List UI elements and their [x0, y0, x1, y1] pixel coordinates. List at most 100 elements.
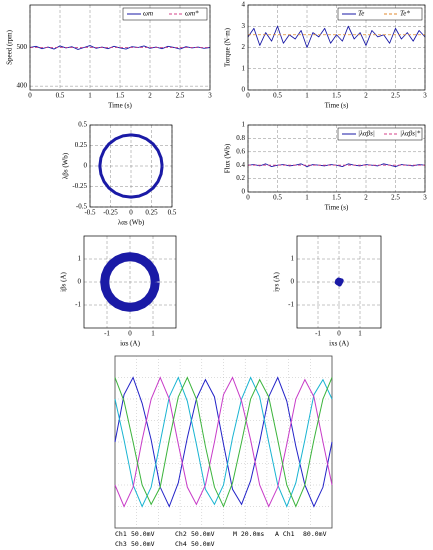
x-axis-label: iαs (A): [120, 340, 140, 348]
x-tick-label: 1: [88, 92, 92, 100]
x-tick-label: 2: [364, 194, 368, 202]
legend-box: [122, 7, 208, 21]
y-axis-label: Flux (Wb): [224, 143, 232, 173]
x-axis-label: Time (s): [325, 102, 349, 110]
y-tick-label: 0: [242, 86, 246, 94]
data-line: [98, 133, 164, 199]
y-tick-label: 4: [242, 1, 246, 9]
x-tick-label: 1: [305, 194, 309, 202]
legend-label: |λαβs|: [358, 130, 375, 138]
x-tick-label: 3: [423, 92, 427, 100]
channel-scale: 50.0mV: [131, 540, 155, 548]
x-tick-label: 0: [246, 92, 250, 100]
channel-scale: 50.0mV: [191, 540, 215, 548]
x-tick-label: 0.5: [273, 194, 282, 202]
legend-label: |λαβs|*: [400, 130, 421, 138]
channel-name: Ch3: [115, 540, 127, 548]
y-tick-label: 0: [242, 188, 246, 196]
plot-frame: [89, 124, 173, 208]
x-tick-label: 2.5: [391, 92, 400, 100]
y-tick-label: 1: [78, 255, 82, 263]
x-tick-label: 0.25: [145, 209, 158, 217]
x-tick-label: 2.5: [176, 92, 185, 100]
x-tick-label: -1: [315, 330, 321, 338]
x-tick-label: 0: [128, 330, 132, 338]
y-tick-label: -1: [75, 301, 81, 309]
y-tick-label: 1: [291, 255, 295, 263]
x-tick-label: 3: [423, 194, 427, 202]
y-axis-label: Torque (N·m): [224, 27, 232, 67]
scope-trace: [114, 376, 333, 508]
timebase: M 20.0ms: [233, 530, 264, 538]
data-line: [100, 252, 160, 312]
plot-frame: [29, 4, 211, 91]
y-tick-label: 0.25: [75, 141, 88, 149]
x-tick-label: 1.5: [332, 194, 341, 202]
plot-frame: [247, 124, 426, 193]
y-tick-label: 0.6: [236, 147, 245, 155]
x-tick-label: -1: [104, 330, 110, 338]
y-tick-label: 0: [291, 278, 295, 286]
scope-trace: [114, 376, 333, 508]
x-tick-label: 0: [129, 209, 133, 217]
x-axis-label: Time (s): [325, 204, 349, 212]
x-tick-label: 0.5: [168, 209, 177, 217]
trigger-level: 80.0mV: [303, 530, 327, 538]
x-axis-label: λαs (Wb): [118, 219, 145, 227]
x-tick-label: 0: [337, 330, 341, 338]
y-tick-label: 1: [242, 64, 246, 72]
x-axis-label: ixs (A): [329, 340, 349, 348]
x-tick-label: 0.5: [273, 92, 282, 100]
legend-box: [337, 127, 423, 141]
channel-name: Ch2: [175, 530, 187, 538]
data-point: [339, 278, 344, 283]
y-tick-label: -0.5: [76, 203, 88, 211]
legend-label: Te: [358, 10, 364, 18]
legend-label: Te*: [400, 10, 410, 18]
y-tick-label: 2: [242, 43, 246, 51]
channel-name: Ch1: [115, 530, 127, 538]
y-tick-label: 0: [84, 162, 88, 170]
y-tick-label: 1: [242, 121, 246, 129]
x-tick-label: 1.5: [332, 92, 341, 100]
data-line: [247, 163, 426, 167]
y-tick-label: -0.25: [72, 182, 87, 190]
x-tick-label: 1: [151, 330, 155, 338]
y-axis-label: iβs (A): [60, 271, 68, 291]
x-tick-label: 2.5: [391, 194, 400, 202]
y-tick-label: 0: [78, 278, 82, 286]
y-axis-label: iys (A): [273, 272, 281, 292]
x-tick-label: -0.5: [84, 209, 96, 217]
y-tick-label: 3: [242, 22, 246, 30]
x-tick-label: -0.25: [103, 209, 118, 217]
y-tick-label: 500: [17, 43, 28, 51]
y-tick-label: 0.8: [236, 134, 245, 142]
trigger-source: A Ch1: [275, 530, 295, 538]
y-tick-label: -1: [288, 301, 294, 309]
plot-frame: [247, 4, 426, 91]
channel-name: Ch4: [175, 540, 187, 548]
channel-scale: 50.0mV: [191, 530, 215, 538]
x-tick-label: 0.5: [56, 92, 65, 100]
legend-box: [337, 7, 423, 21]
x-tick-label: 1: [358, 330, 362, 338]
x-tick-label: 1.5: [116, 92, 125, 100]
y-tick-label: 400: [17, 82, 28, 90]
y-axis-label: λβs (Wb): [62, 152, 70, 179]
x-tick-label: 2: [364, 92, 368, 100]
plot-frame: [296, 235, 382, 329]
x-tick-label: 1: [305, 92, 309, 100]
channel-scale: 50.0mV: [131, 530, 155, 538]
legend-label: ωm: [143, 10, 153, 18]
scope-trace: [114, 376, 333, 508]
data-point: [334, 280, 340, 285]
x-tick-label: 3: [208, 92, 212, 100]
x-axis-label: Time (s): [108, 102, 132, 110]
y-tick-label: 0.2: [236, 174, 245, 182]
data-line: [247, 25, 426, 48]
scope-trace: [114, 376, 333, 508]
plot-frame: [83, 235, 177, 329]
x-tick-label: 2: [148, 92, 152, 100]
y-axis-label: Speed (rpm): [6, 29, 14, 64]
